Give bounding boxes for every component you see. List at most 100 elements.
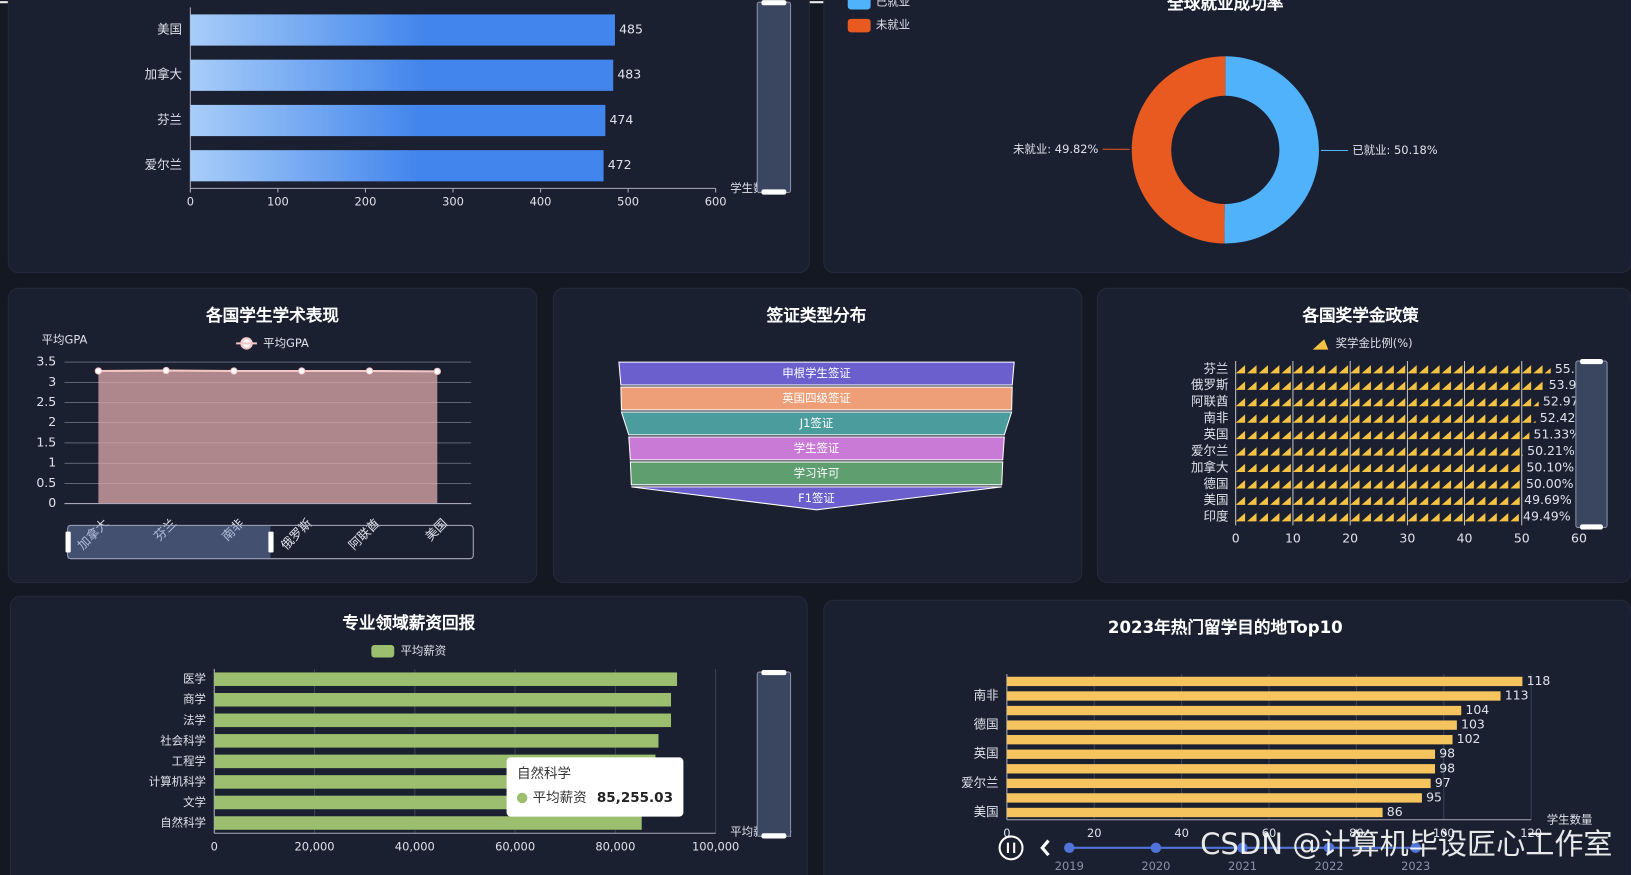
y-tick-label: 1.5	[36, 434, 56, 449]
x-tick-label: 50	[1514, 530, 1530, 545]
pictorial-bar	[1235, 463, 1523, 473]
chart-title: 各国学生学术表现	[205, 305, 339, 325]
bar	[1006, 807, 1383, 818]
funnel-layer	[629, 461, 1004, 486]
category-label: 爱尔兰	[961, 775, 998, 790]
category-label: 社会科学	[160, 733, 206, 747]
category-label: 阿联酋	[1191, 394, 1228, 409]
zoom-handle	[268, 531, 274, 553]
value-label: 98	[1439, 746, 1455, 761]
value-label: 86	[1387, 804, 1403, 819]
value-label: 103	[1461, 717, 1485, 732]
y-tick-label: 0.5	[36, 475, 56, 490]
funnel-label: 学习许可	[794, 466, 840, 480]
timeline-dot	[1237, 842, 1248, 854]
bar	[214, 734, 659, 748]
funnel-layer	[631, 486, 1002, 511]
bar	[190, 59, 614, 91]
funnel-layer	[628, 436, 1005, 461]
value-label: 50.10%	[1527, 459, 1575, 474]
x-tick-label: 120	[1520, 826, 1542, 840]
bar	[190, 104, 606, 137]
x-tick-label: 100,000	[692, 839, 739, 853]
value-label: 483	[617, 67, 641, 82]
panel	[823, 0, 1631, 274]
funnel-label: J1签证	[799, 416, 834, 430]
line	[98, 369, 438, 373]
category-label: 爱尔兰	[145, 157, 182, 172]
data-zoom	[1575, 360, 1608, 528]
point	[230, 367, 238, 375]
point	[433, 367, 441, 376]
y-tick-label: 3	[48, 374, 56, 389]
pause-icon	[1006, 842, 1016, 854]
bar	[1006, 734, 1453, 745]
bar	[1006, 764, 1436, 774]
y-tick-label: 3.5	[36, 354, 56, 369]
tooltip-value: 85,255.03	[597, 790, 673, 806]
bar	[1006, 705, 1462, 716]
value-label: 102	[1457, 731, 1481, 746]
y-tick-label: 1	[48, 455, 56, 470]
category-label: 芬兰	[1203, 361, 1228, 376]
funnel-label: 学生签证	[794, 441, 840, 455]
timeline-dot	[1150, 842, 1162, 854]
timeline-label: 2021	[1228, 859, 1257, 873]
x-tick-label: 30	[1399, 530, 1415, 545]
value-label: 95	[1426, 789, 1442, 804]
timeline-label: 2022	[1315, 859, 1344, 873]
slice-label: 已就业: 50.18%	[1352, 143, 1438, 157]
category-label: 英国	[1203, 427, 1228, 442]
bar	[214, 692, 672, 707]
legend-icon	[1312, 339, 1329, 350]
chart-title: 各国奖学金政策	[1301, 305, 1419, 325]
x-tick-label: 80	[1349, 826, 1364, 840]
value-label: 51.33%	[1534, 427, 1582, 442]
bar	[190, 14, 615, 46]
area	[98, 370, 438, 504]
category-label: 医学	[183, 672, 206, 686]
zoom-handle	[761, 669, 787, 676]
timeline-dot	[1064, 842, 1075, 854]
bar	[190, 150, 604, 182]
bar	[1006, 720, 1457, 730]
legend-label: 平均GPA	[263, 336, 309, 350]
point	[365, 367, 374, 375]
x-tick-label: 300	[442, 194, 464, 208]
value-label: 104	[1465, 702, 1489, 717]
y-tick-label: 2	[48, 414, 56, 429]
value-label: 485	[619, 22, 643, 37]
slice-label: 未就业: 49.82%	[1013, 142, 1099, 156]
funnel-label: F1签证	[798, 491, 835, 505]
legend-label: 奖学金比例(%)	[1336, 336, 1413, 350]
legend-swatch	[847, 18, 871, 33]
category-label: 自然科学	[160, 816, 206, 830]
value-label: 113	[1505, 687, 1529, 702]
bar	[1006, 691, 1501, 701]
x-tick-label: 0	[1232, 530, 1240, 545]
chart-title: 全球就业成功率	[1166, 0, 1284, 13]
timeline-dot	[1410, 842, 1421, 854]
legend-label: 未就业	[876, 18, 910, 32]
timeline-label: 2020	[1141, 859, 1170, 873]
x-tick-label: 10	[1285, 530, 1301, 545]
bar	[1006, 793, 1422, 803]
category-label: 英国	[974, 746, 999, 761]
category-label: 南非	[1203, 410, 1228, 425]
value-label: 50.00%	[1526, 476, 1574, 491]
legend-swatch	[371, 645, 395, 658]
x-tick-label: 200	[355, 194, 377, 208]
value-label: 97	[1435, 775, 1451, 790]
value-label: 49.49%	[1523, 509, 1571, 524]
x-tick-label: 40	[1174, 826, 1189, 840]
chart-title: 专业领域薪资回报	[342, 613, 475, 633]
zoom-window	[67, 525, 271, 559]
bar	[1006, 749, 1436, 759]
value-label: 98	[1439, 760, 1455, 775]
x-tick-label: 400	[530, 194, 552, 208]
x-tick-label: 60	[1571, 530, 1587, 545]
point	[162, 366, 170, 375]
y-tick-label: 0	[48, 495, 56, 510]
value-label: 472	[608, 157, 632, 172]
